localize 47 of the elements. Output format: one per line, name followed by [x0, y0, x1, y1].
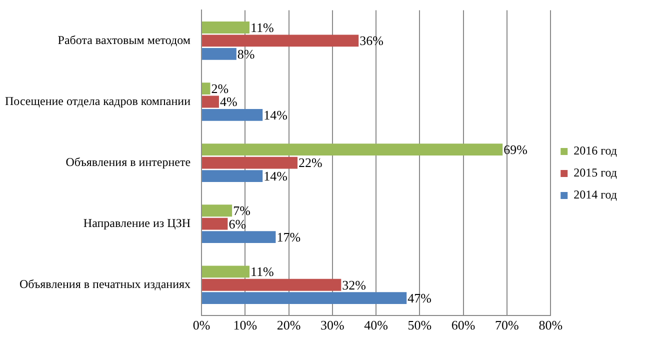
x-tick-label: 80%: [538, 318, 563, 333]
data-label: 14%: [264, 168, 288, 184]
data-label: 36%: [360, 33, 384, 48]
bar: [202, 96, 219, 108]
x-tick-label: 20%: [276, 318, 301, 333]
bar: [202, 231, 276, 244]
data-label: 11%: [250, 20, 274, 35]
legend-label: 2016 год: [574, 144, 618, 158]
bar: [202, 170, 263, 182]
x-tick-label: 0%: [192, 318, 210, 333]
data-label: 47%: [408, 290, 432, 306]
data-label: 14%: [264, 107, 288, 122]
bar: [202, 278, 342, 291]
data-label: 8%: [237, 46, 255, 62]
bar: [202, 82, 210, 94]
data-label: 22%: [298, 155, 323, 170]
bar: [202, 22, 250, 34]
bar: [202, 34, 359, 47]
y-tick-label: Объявления в печатных изданиях: [19, 277, 191, 292]
x-tick-label: 70%: [495, 318, 520, 333]
data-label: 32%: [342, 277, 366, 292]
data-label: 2%: [211, 80, 229, 96]
y-tick-label: Посещение отдела кадров компании: [4, 94, 192, 108]
bar: [202, 156, 298, 169]
bar: [202, 218, 228, 230]
legend-label: 2014 год: [574, 188, 618, 202]
y-tick-label: Объявления в интернете: [66, 154, 191, 169]
data-label: 69%: [504, 142, 528, 157]
y-tick-label: Направление из ЦЗН: [83, 216, 191, 230]
legend-label: 2015 год: [574, 166, 618, 180]
bar: [202, 266, 250, 278]
x-tick-label: 10%: [233, 318, 258, 333]
data-label: 11%: [250, 264, 274, 280]
data-label: 7%: [233, 203, 251, 218]
x-tick-label: 60%: [451, 318, 476, 333]
x-tick-label: 50%: [408, 318, 432, 333]
bar: [202, 48, 236, 60]
bar: [202, 144, 503, 156]
data-label: 6%: [228, 216, 246, 232]
bar: [202, 292, 407, 304]
bar: [202, 109, 263, 121]
bar: [202, 204, 232, 217]
data-label: 4%: [220, 94, 238, 110]
y-tick-label: Работа вахтовым методом: [58, 32, 191, 47]
data-label: 17%: [276, 229, 301, 244]
x-tick-label: 40%: [364, 318, 388, 333]
x-tick-label: 30%: [320, 318, 345, 333]
